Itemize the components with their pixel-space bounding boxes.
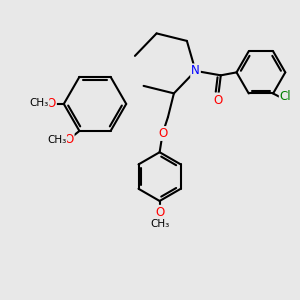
Text: CH₃: CH₃ <box>47 136 66 146</box>
Text: N: N <box>191 64 200 77</box>
Text: CH₃: CH₃ <box>29 98 49 108</box>
Text: Cl: Cl <box>280 90 291 103</box>
Text: CH₃: CH₃ <box>150 219 169 229</box>
Text: O: O <box>64 133 74 146</box>
Text: O: O <box>155 206 164 219</box>
Text: O: O <box>214 94 223 106</box>
Text: O: O <box>158 127 167 140</box>
Text: O: O <box>47 98 56 110</box>
